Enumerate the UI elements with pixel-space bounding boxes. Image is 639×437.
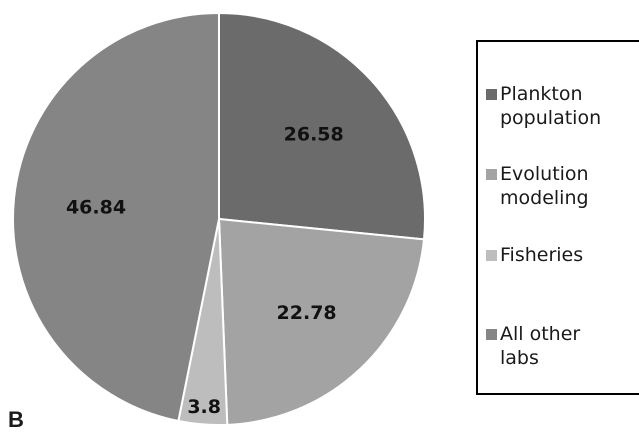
pie-slice-plankton [218, 11, 426, 241]
pie-value-labels: 26.58 22.78 3.8 46.84 [66, 123, 344, 418]
slice-value-label-fisheries: 3.8 [187, 396, 221, 418]
slice-value-label-evolution: 22.78 [277, 302, 337, 324]
legend-item-other: All other labs [486, 322, 580, 370]
legend-item-plankton: Plankton population [486, 82, 601, 130]
legend-label-other: All other labs [500, 323, 581, 369]
legend-label-plankton: Plankton population [500, 83, 602, 129]
legend-item-fisheries: Fisheries [486, 243, 583, 267]
legend: Plankton population Evolution modeling F… [476, 40, 639, 395]
legend-swatch-evolution [486, 169, 497, 180]
legend-label-fisheries: Fisheries [500, 244, 584, 266]
slice-value-label-other: 46.84 [66, 197, 126, 219]
legend-item-evolution: Evolution modeling [486, 162, 589, 210]
legend-label-evolution: Evolution modeling [500, 163, 589, 209]
legend-swatch-plankton [486, 89, 497, 100]
legend-swatch-fisheries [486, 250, 497, 261]
legend-swatch-other [486, 329, 497, 340]
slice-value-label-plankton: 26.58 [284, 123, 344, 145]
pie-slices [12, 11, 426, 426]
pie-slice-evolution [217, 217, 426, 426]
pie-slice-other [12, 11, 220, 423]
panel-label: B [8, 407, 24, 432]
